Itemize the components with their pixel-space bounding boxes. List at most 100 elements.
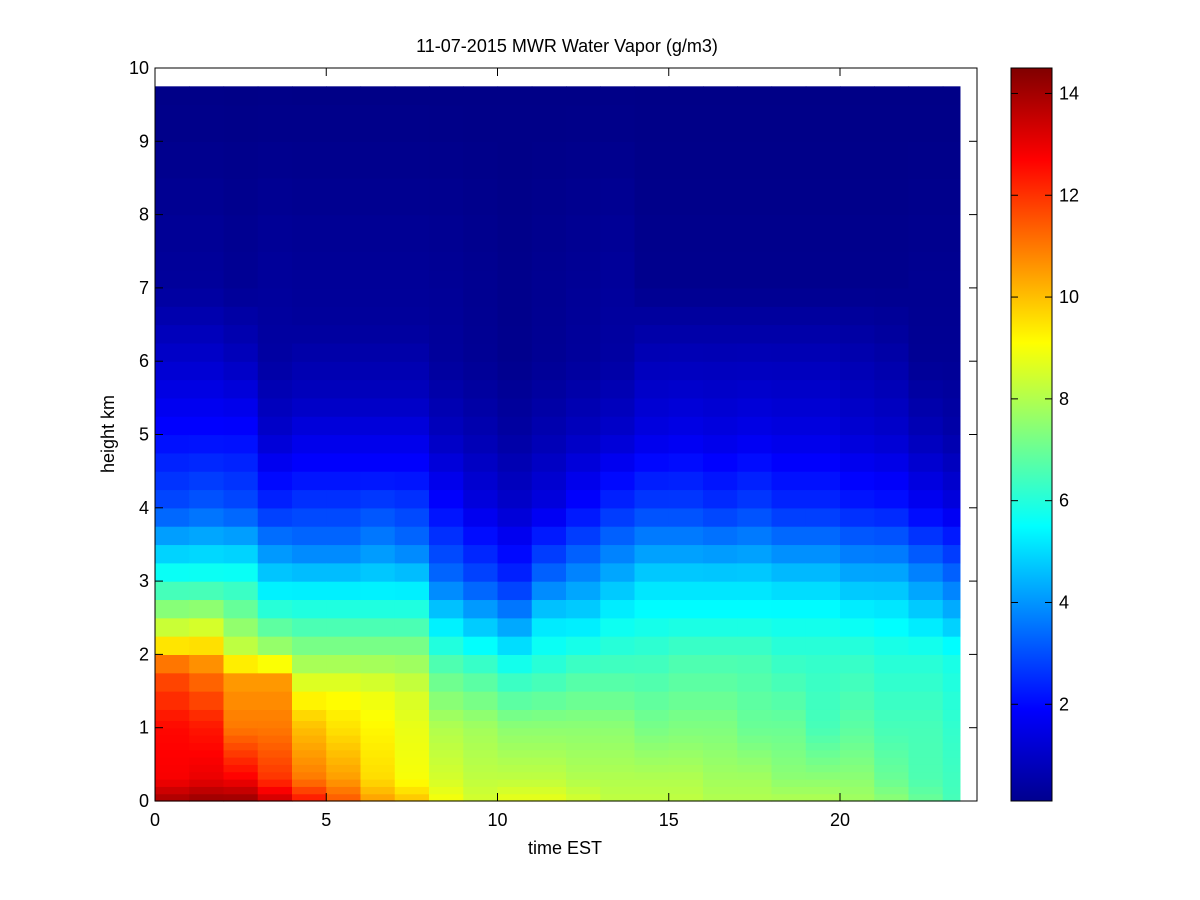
heatmap-cell: [737, 287, 773, 307]
heatmap-cell: [840, 691, 875, 710]
heatmap-cell: [497, 471, 533, 491]
heatmap-cell: [566, 727, 601, 736]
heatmap-cell: [463, 397, 499, 417]
heatmap-cell: [155, 544, 190, 564]
heatmap-cell: [360, 251, 396, 271]
heatmap-cell: [703, 324, 738, 344]
heatmap-cell: [189, 779, 225, 787]
heatmap-cell: [531, 526, 567, 546]
heatmap-cell: [942, 361, 961, 381]
heatmap-cell: [463, 617, 499, 637]
heatmap-cell: [908, 636, 944, 655]
heatmap-cell: [326, 306, 362, 326]
heatmap-cell: [634, 757, 670, 765]
heatmap-cell: [908, 397, 944, 417]
heatmap-cell: [874, 324, 910, 344]
heatmap-cell: [189, 507, 225, 527]
heatmap-cell: [292, 269, 327, 289]
heatmap-cell: [942, 141, 961, 179]
heatmap-cell: [360, 786, 396, 795]
heatmap-cell: [908, 727, 944, 736]
heatmap-cell: [155, 735, 190, 743]
heatmap-cell: [737, 452, 773, 472]
heatmap-cell: [292, 489, 327, 509]
heatmap-cell: [463, 764, 499, 773]
heatmap-cell: [189, 306, 225, 326]
heatmap-cell: [429, 793, 464, 802]
heatmap-cell: [360, 324, 396, 344]
heatmap-cell: [566, 397, 601, 417]
heatmap-cell: [874, 287, 910, 307]
heatmap-cell: [703, 251, 738, 271]
heatmap-cell: [942, 562, 961, 582]
heatmap-cell: [463, 771, 499, 780]
heatmap-cell: [257, 764, 293, 773]
heatmap-cell: [189, 636, 225, 655]
heatmap-cell: [668, 599, 704, 619]
heatmap-cell: [326, 251, 362, 271]
heatmap-cell: [634, 471, 670, 491]
heatmap-cell: [531, 672, 567, 692]
heatmap-cell: [771, 691, 807, 710]
heatmap-cell: [908, 771, 944, 780]
heatmap-cell: [257, 177, 293, 216]
heatmap-cell: [874, 742, 910, 751]
heatmap-cell: [942, 672, 961, 692]
heatmap-cell: [497, 764, 533, 773]
heatmap-cell: [908, 452, 944, 472]
heatmap-cell: [292, 141, 327, 179]
heatmap-cell: [429, 727, 464, 736]
heatmap-cell: [703, 720, 738, 729]
heatmap-cell: [566, 526, 601, 546]
heatmap-cell: [429, 489, 464, 509]
heatmap-cell: [942, 617, 961, 637]
heatmap-cell: [463, 342, 499, 362]
heatmap-cell: [497, 104, 533, 142]
heatmap-cell: [908, 471, 944, 491]
heatmap-cell: [155, 434, 190, 454]
heatmap-cell: [360, 742, 396, 751]
heatmap-cell: [771, 471, 807, 491]
heatmap-cell: [257, 544, 293, 564]
heatmap-cell: [155, 214, 190, 252]
heatmap-cell: [360, 562, 396, 582]
heatmap-cell: [737, 397, 773, 417]
heatmap-cell: [805, 720, 841, 729]
heatmap-cell: [257, 471, 293, 491]
heatmap-cell: [566, 735, 601, 743]
heatmap-cell: [394, 691, 430, 710]
heatmap-cell: [429, 562, 464, 582]
heatmap-cell: [189, 471, 225, 491]
heatmap-cell: [429, 471, 464, 491]
heatmap-cell: [566, 786, 601, 795]
heatmap-cell: [531, 434, 567, 454]
heatmap-cell: [292, 654, 327, 674]
heatmap-cell: [223, 544, 259, 564]
heatmap-cell: [908, 544, 944, 564]
heatmap-cell: [326, 786, 362, 795]
heatmap-cell: [771, 324, 807, 344]
heatmap-cell: [463, 379, 499, 399]
heatmap-cell: [155, 141, 190, 179]
colorbar-tick-label: 14: [1059, 83, 1079, 103]
heatmap-cell: [668, 581, 704, 601]
heatmap-cell: [360, 727, 396, 736]
heatmap-cell: [908, 324, 944, 344]
heatmap-cell: [668, 507, 704, 527]
heatmap-cell: [497, 141, 533, 179]
heatmap-cell: [703, 735, 738, 743]
heatmap-cell: [497, 489, 533, 509]
heatmap-cell: [805, 397, 841, 417]
heatmap-cell: [874, 779, 910, 787]
heatmap-cell: [634, 720, 670, 729]
heatmap-cell: [497, 324, 533, 344]
heatmap-cell: [257, 771, 293, 780]
heatmap-cell: [292, 507, 327, 527]
heatmap-cell: [805, 452, 841, 472]
heatmap-cell: [497, 727, 533, 736]
heatmap-cell: [805, 672, 841, 692]
heatmap-cell: [394, 727, 430, 736]
heatmap-cell: [908, 581, 944, 601]
heatmap-cell: [394, 599, 430, 619]
heatmap-cell: [840, 581, 875, 601]
